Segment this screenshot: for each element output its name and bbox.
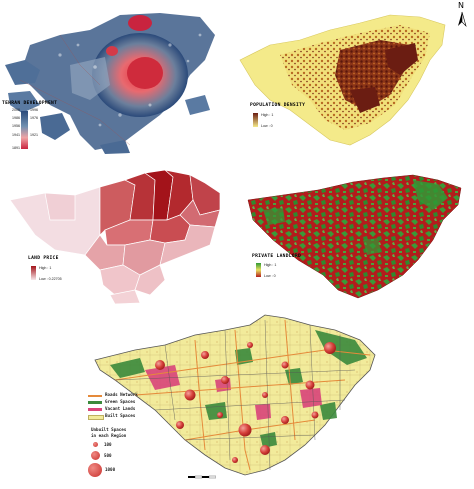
dev-year-1: 1996 xyxy=(30,108,38,112)
land-price-map-graphic xyxy=(9,169,221,305)
population-legend-high: High : 1 xyxy=(261,113,274,117)
tehran-development-map: TEHRAN DEVELOPMENT 2006 1996 1986 1976 1… xyxy=(0,5,220,155)
private-landlord-legend-low: Low : 0 xyxy=(264,274,276,278)
legend-built-swatch xyxy=(88,415,104,420)
development-color-ramp xyxy=(21,111,28,149)
size-legend-label-500: 500 xyxy=(104,453,112,458)
north-arrow: N xyxy=(455,1,469,30)
private-landlord-legend-ramp xyxy=(256,263,261,277)
land-price-legend-title: LAND PRICE xyxy=(28,256,59,261)
unbuilt-spaces-map xyxy=(85,310,385,480)
population-legend-ramp xyxy=(253,113,258,127)
size-legend-label-1000: 1000 xyxy=(105,467,116,472)
scale-bar-graphic xyxy=(188,475,217,479)
main-map-legend: Roads Network Green Spaces Vacant Lands … xyxy=(88,392,168,483)
legend-vacant-label: Vacant Lands xyxy=(105,406,136,411)
dev-year-2: 1986 xyxy=(12,116,20,120)
population-map-graphic xyxy=(239,14,446,146)
legend-green-swatch xyxy=(88,401,102,404)
private-landlord-legend-title: PRIVATE LANDLORD xyxy=(252,254,302,259)
population-legend-low: Low : 0 xyxy=(261,124,273,128)
land-price-legend-low: Low : 0.22705 xyxy=(39,277,62,281)
size-legend-circle-1000 xyxy=(88,463,102,477)
dev-year-7: 1891 xyxy=(12,146,20,150)
north-arrow-icon xyxy=(458,11,467,28)
size-legend-circle-100 xyxy=(93,442,98,447)
legend-roads-swatch xyxy=(88,395,102,397)
land-price-map: LAND PRICE High : 1 Low : 0.22705 xyxy=(5,165,230,305)
scale-bar xyxy=(188,466,217,479)
legend-built-label: Built Spaces xyxy=(105,413,136,418)
dev-year-0: 2006 xyxy=(12,108,20,112)
dev-year-6: 1921 xyxy=(30,133,38,137)
unbuilt-legend-title-line2: in each Region xyxy=(91,433,127,438)
legend-green-label: Green Spaces xyxy=(105,399,136,404)
dev-year-3: 1976 xyxy=(30,116,38,120)
legend-vacant-swatch xyxy=(88,408,102,411)
private-landlord-map: PRIVATE LANDLORD High : 1 Low : 0 xyxy=(243,170,468,305)
population-legend-title: POPULATION DENSITY xyxy=(250,103,306,108)
land-price-legend-ramp xyxy=(31,266,36,280)
private-landlord-map-graphic xyxy=(247,174,462,299)
private-landlord-legend-high: High : 1 xyxy=(264,263,277,267)
size-legend-label-100: 100 xyxy=(104,442,112,447)
legend-roads-label: Roads Network xyxy=(105,392,138,397)
development-map-graphic xyxy=(5,13,215,154)
unbuilt-spaces-map-graphic xyxy=(94,314,376,476)
north-label: N xyxy=(458,1,464,10)
dev-year-4: 1956 xyxy=(12,124,20,128)
land-price-legend-high: High : 1 xyxy=(39,266,52,270)
development-legend-title: TEHRAN DEVELOPMENT xyxy=(2,101,58,106)
population-density-map: POPULATION DENSITY High : 1 Low : 0 xyxy=(230,5,455,155)
size-legend-circle-500 xyxy=(91,451,100,460)
development-legend: 2006 1996 1986 1976 1956 1941 1921 1891 xyxy=(10,108,44,152)
dev-year-5: 1941 xyxy=(12,133,20,137)
unbuilt-legend-title-line1: Unbuilt Spaces xyxy=(91,427,127,432)
